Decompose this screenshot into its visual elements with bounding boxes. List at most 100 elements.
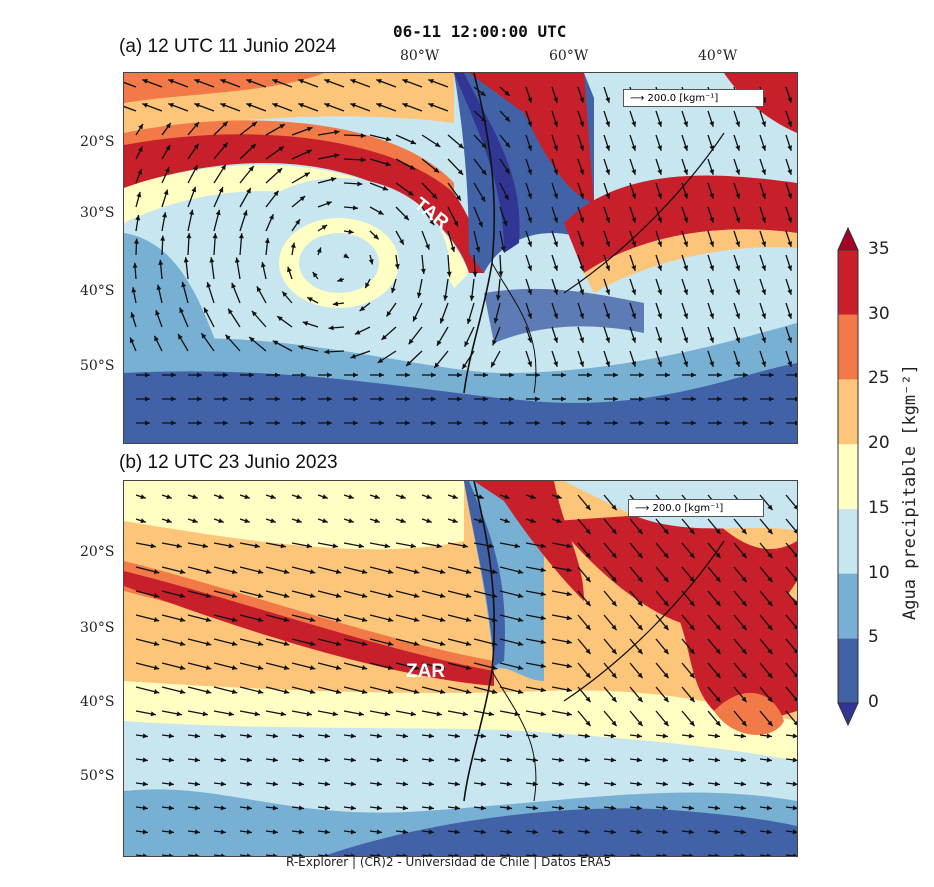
wind-arrowhead: [416, 292, 422, 298]
wind-arrowhead: [304, 172, 310, 178]
wind-arrowhead: [502, 220, 508, 227]
wind-arrowhead: [709, 193, 715, 199]
wind-arrowhead: [197, 372, 202, 378]
wind-arrowhead: [504, 518, 510, 524]
wind-arrowhead: [194, 733, 200, 739]
wind-arrowhead: [384, 543, 390, 549]
wind-arrowhead: [517, 641, 524, 647]
wind-arrowhead: [715, 696, 721, 703]
wind-arrowhead: [637, 672, 643, 679]
wind-arrowhead: [324, 79, 330, 84]
wind-arrowhead: [350, 781, 356, 787]
wind-arrowhead: [192, 165, 198, 171]
wind-arrowhead: [613, 420, 618, 426]
wind-arrowhead: [450, 246, 456, 252]
wind-arrowhead: [556, 494, 562, 500]
wind-arrowhead: [466, 318, 472, 324]
wind-arrowhead: [611, 528, 617, 535]
wind-arrowhead: [665, 420, 670, 426]
wind-arrowhead: [683, 169, 689, 175]
wind-arrowhead: [709, 241, 715, 247]
wind-arrowhead: [153, 665, 160, 671]
wind-arrowhead: [142, 733, 148, 739]
colorbar-tick: 15: [868, 497, 890, 518]
wind-arrowhead: [399, 239, 404, 245]
wind-arrowhead: [514, 543, 520, 549]
wind-arrowhead: [535, 372, 540, 378]
colorbar-extend-max: [837, 226, 859, 251]
lat-label-20s-b: 20°S: [80, 544, 115, 560]
wind-arrowhead: [228, 711, 234, 717]
wind-arrowhead: [584, 829, 590, 835]
wind-arrowhead: [769, 396, 774, 402]
wind-arrowhead: [264, 237, 270, 244]
wind-arrowhead: [553, 145, 559, 151]
wind-arrowhead: [361, 569, 368, 575]
wind-arrowhead: [663, 696, 669, 703]
wind-arrowhead: [532, 829, 538, 835]
arrow-icon: ⟶: [635, 502, 653, 514]
wind-arrowhead: [402, 805, 408, 811]
wind-arrowhead: [585, 624, 591, 631]
wind-arrowhead: [309, 689, 316, 695]
wind-arrowhead: [637, 528, 643, 535]
wind-arrowhead: [212, 233, 218, 239]
wind-arrowhead: [462, 363, 468, 370]
wind-arrowhead: [611, 600, 617, 607]
wind-arrowhead: [220, 757, 226, 763]
wind-arrowhead: [231, 665, 238, 671]
wind-arrowhead: [657, 241, 663, 247]
wind-arrowhead: [377, 358, 384, 363]
wind-arrowhead: [205, 689, 212, 695]
wind-arrowhead: [154, 335, 159, 342]
wind-arrowhead: [491, 641, 498, 647]
wind-arrowhead: [579, 121, 585, 127]
colorbar-segment: [838, 379, 858, 445]
wind-arrowhead: [709, 313, 715, 319]
wind-arrowhead: [454, 757, 460, 763]
wind-arrowhead: [465, 593, 472, 599]
wind-arrowhead: [579, 193, 585, 199]
wind-arrowhead: [257, 689, 264, 695]
wind-arrowhead: [683, 265, 689, 271]
wind-arrowhead: [332, 301, 339, 307]
wind-arrowhead: [228, 308, 233, 315]
wind-arrowhead: [631, 289, 637, 295]
wind-arrowhead: [509, 372, 514, 378]
wind-arrowhead: [334, 129, 340, 135]
wind-arrowhead: [309, 569, 316, 575]
wind-arrowhead: [532, 805, 538, 811]
wind-arrowhead: [179, 307, 184, 314]
wind-arrowhead: [605, 313, 611, 319]
wind-arrowhead: [709, 217, 715, 223]
wind-arrowhead: [142, 805, 148, 811]
wind-arrowhead: [743, 420, 748, 426]
wind-arrowhead: [637, 576, 643, 583]
wind-arrowhead: [138, 123, 144, 130]
wind-arrowhead: [402, 781, 408, 787]
wind-arrowhead: [605, 169, 611, 175]
colorbar-segment: [838, 314, 858, 380]
wind-arrowhead: [506, 805, 512, 811]
wind-arrowhead: [379, 396, 384, 402]
wind-arrowhead: [410, 711, 416, 717]
wind-arrowhead: [662, 805, 668, 811]
wind-arrowhead: [153, 689, 160, 695]
wind-arrowhead: [218, 518, 224, 524]
wind-arrowhead: [500, 246, 506, 252]
wind-arrowhead: [309, 665, 316, 671]
wind-arrowhead: [413, 617, 420, 623]
wind-arrowhead: [767, 648, 773, 655]
wind-arrowhead: [639, 396, 644, 402]
wind-arrowhead: [350, 805, 356, 811]
wind-arrowhead: [740, 805, 746, 811]
wind-arrowhead: [280, 711, 286, 717]
wind-arrowhead: [636, 781, 642, 787]
wind-arrowhead: [277, 316, 283, 322]
wind-arrowhead: [400, 494, 406, 500]
wind-arrowhead: [220, 781, 226, 787]
wind-arrowhead: [426, 518, 432, 524]
wind-arrowhead: [408, 338, 414, 345]
wind-arrowhead: [353, 420, 358, 426]
wind-arrowhead: [741, 552, 747, 559]
